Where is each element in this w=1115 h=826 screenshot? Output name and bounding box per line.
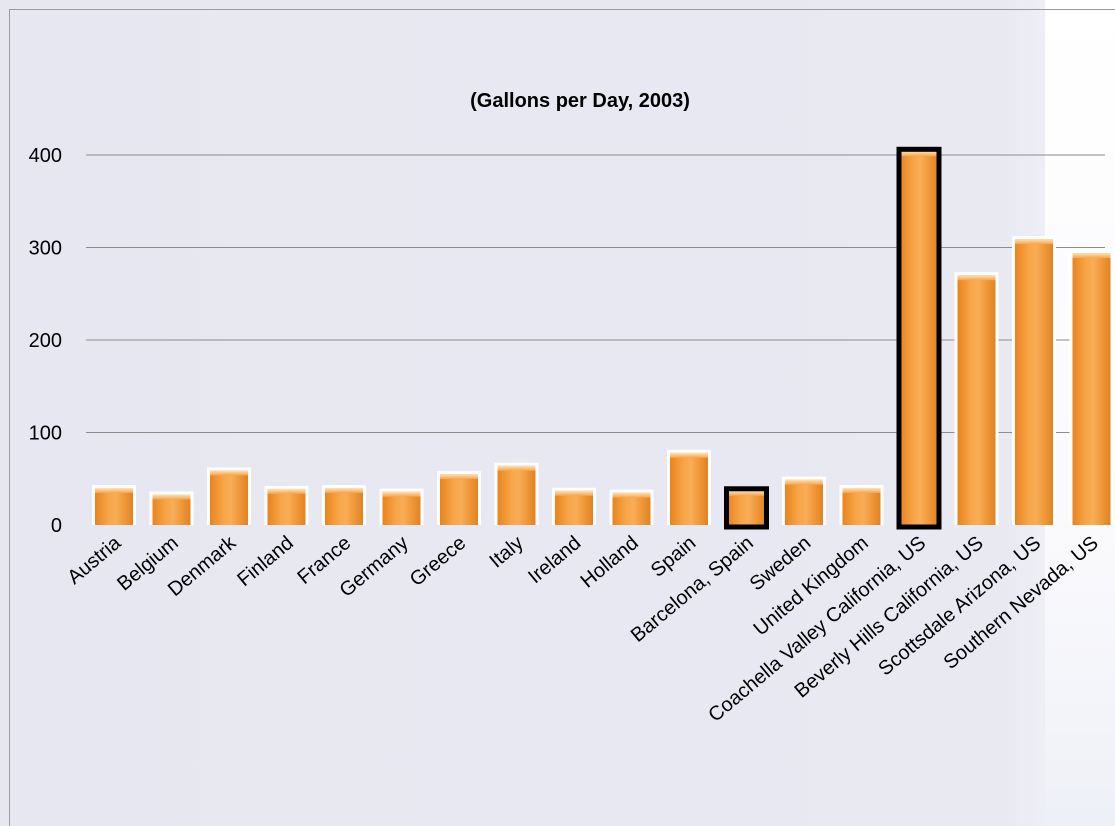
bar-body — [95, 488, 133, 525]
bar-body — [382, 491, 421, 525]
bar-body — [267, 488, 306, 525]
y-axis-ticks: 0 100 200 300 400 — [29, 145, 62, 537]
bar-body — [612, 492, 651, 525]
bar-cap — [152, 494, 191, 500]
bar-body — [440, 474, 478, 525]
y-tick-label: 400 — [29, 145, 62, 167]
bar-cap — [900, 151, 938, 157]
bar-spain — [667, 449, 711, 525]
bar-cap — [382, 491, 421, 497]
gridlines — [86, 154, 1105, 433]
bar-cap — [670, 452, 708, 458]
bar-body — [1015, 239, 1053, 526]
bar-france — [322, 485, 366, 525]
bar-cap — [267, 488, 306, 494]
chart-title: (Gallons per Day, 2003) — [470, 90, 690, 112]
highlight-box — [724, 486, 769, 530]
bar-body — [785, 479, 823, 525]
bar-body — [555, 490, 593, 525]
y-tick-label: 300 — [29, 238, 62, 260]
bar-barcelona-spain — [724, 486, 769, 530]
bars — [92, 146, 1114, 530]
bar-cap — [497, 465, 536, 471]
bar-body — [727, 490, 766, 525]
bar-cap — [612, 492, 651, 498]
bar-cap — [325, 488, 363, 493]
bar-cap — [842, 488, 881, 493]
bar-body — [497, 465, 536, 525]
bar-cap — [1072, 253, 1111, 259]
highlight-box — [896, 146, 942, 530]
bar-body — [152, 494, 191, 525]
bar-scottsdale-arizona-us — [1012, 236, 1056, 526]
bar-belgium — [149, 491, 194, 525]
bar-body — [957, 275, 996, 525]
bar-holland — [609, 489, 654, 525]
bar-cap — [727, 490, 766, 496]
bar-cap — [957, 275, 996, 281]
x-tick-label: Greece — [406, 532, 470, 591]
x-tick-label: Ireland — [524, 532, 585, 588]
x-axis-labels: AustriaBelgiumDenmarkFinlandFranceGerman… — [63, 531, 1102, 726]
y-tick-label: 200 — [29, 330, 62, 352]
y-tick-label: 100 — [29, 423, 62, 445]
bar-body — [210, 470, 248, 525]
bar-united-kingdom — [839, 485, 884, 525]
bar-cap — [555, 490, 593, 496]
bar-italy — [494, 462, 539, 525]
bar-southern-nevada-us — [1069, 250, 1114, 526]
bar-cap — [1015, 239, 1053, 245]
bar-body — [670, 452, 708, 525]
bar-ireland — [552, 487, 596, 525]
x-tick-label: Finland — [233, 532, 297, 591]
bar-cap — [95, 488, 133, 493]
bar-body — [325, 488, 363, 525]
bar-coachella-valley-california-us — [896, 146, 942, 530]
chart-frame — [9, 9, 1115, 826]
bar-greece — [437, 471, 481, 525]
bar-beverly-hills-california-us — [954, 272, 999, 525]
bar-body — [1072, 253, 1111, 526]
bar-body — [900, 151, 938, 526]
y-tick-label: 0 — [51, 515, 62, 537]
bar-body — [842, 488, 881, 525]
bar-denmark — [207, 467, 251, 525]
bar-austria — [92, 485, 136, 525]
bar-cap — [210, 470, 248, 476]
bar-germany — [379, 488, 424, 525]
x-tick-label: Italy — [485, 532, 527, 572]
bar-cap — [785, 479, 823, 485]
bar-finland — [264, 485, 309, 525]
bar-sweden — [782, 476, 826, 525]
bar-cap — [440, 474, 478, 480]
x-tick-label: Holland — [577, 532, 643, 592]
